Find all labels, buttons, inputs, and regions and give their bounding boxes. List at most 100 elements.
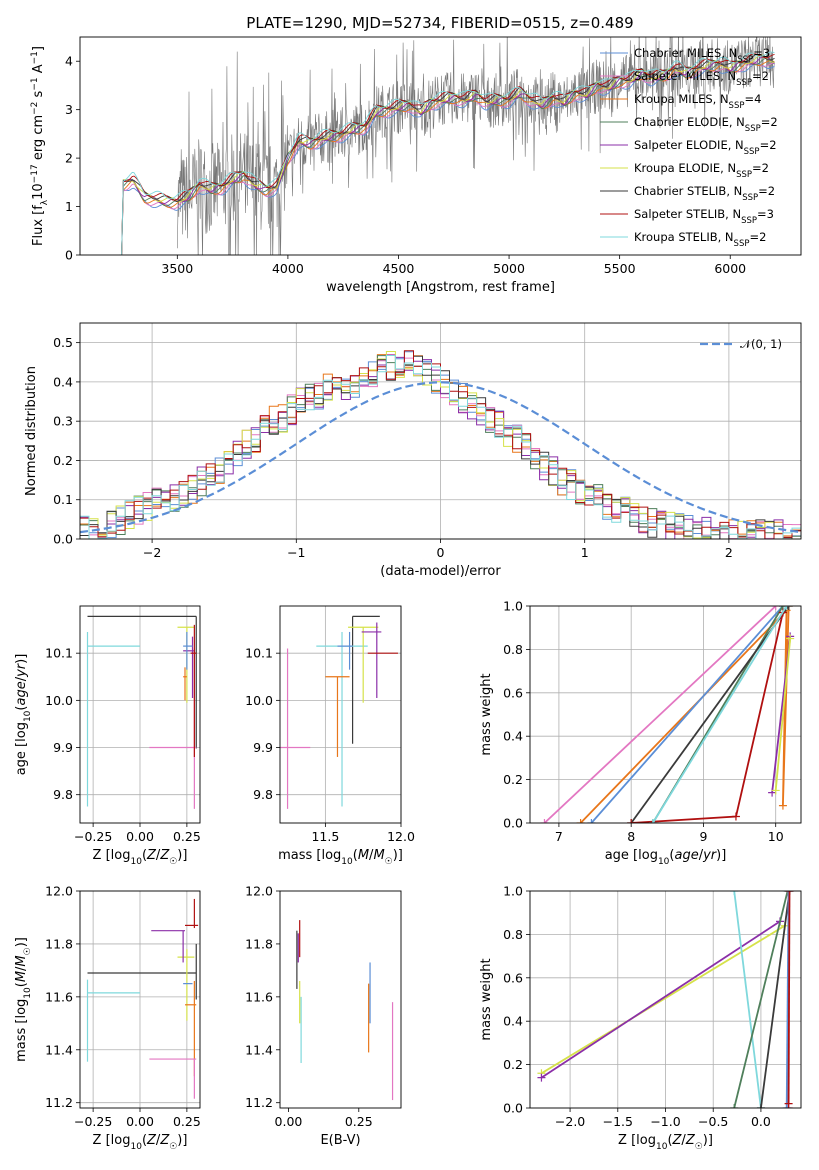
plot-area-age_vs_mass bbox=[280, 615, 398, 809]
x-tick-label: 3500 bbox=[161, 261, 193, 276]
label-part: −17 bbox=[30, 164, 40, 183]
label-part: mass [log bbox=[14, 999, 29, 1062]
legend-sub: SSP bbox=[729, 101, 745, 111]
label-part: / bbox=[681, 1133, 686, 1148]
legend-entry: Kroupa ELODIE, NSSP=2 bbox=[634, 161, 769, 180]
cumulative-marker bbox=[731, 812, 740, 821]
plot-area-spectrum bbox=[119, 37, 775, 255]
cumulative-line-kroupa-stelib bbox=[733, 891, 762, 1108]
y-tick-label: 11.6 bbox=[45, 989, 73, 1004]
legend-suffix: =2 bbox=[761, 115, 778, 129]
x-tick-label: 9 bbox=[699, 829, 707, 844]
x-tick-label: 6000 bbox=[714, 261, 746, 276]
legend-text: Kroupa STELIB, N bbox=[634, 230, 734, 244]
legend-text: Kroupa ELODIE, N bbox=[634, 161, 736, 175]
legend-text: Chabrier MILES, N bbox=[634, 46, 737, 60]
label-part: ( bbox=[142, 1133, 147, 1148]
y-tick-label: 12.0 bbox=[45, 884, 73, 899]
y-tick-label: 10.0 bbox=[245, 693, 273, 708]
plot-area-weight_vs_Z bbox=[537, 891, 794, 1108]
x-tick-label: −1.5 bbox=[603, 1114, 633, 1129]
x-tick-label: 10 bbox=[768, 829, 784, 844]
label-part: )] bbox=[393, 848, 403, 863]
label-part: ☉ bbox=[695, 1142, 703, 1152]
x-tick-label: 2 bbox=[725, 545, 733, 560]
label-part: age bbox=[674, 848, 698, 863]
x-tick-label: 0.00 bbox=[275, 1114, 303, 1129]
label-part: ( bbox=[669, 848, 674, 863]
x-axis-label: age [log10(age/yr)] bbox=[605, 848, 727, 867]
y-tick-label: 0.4 bbox=[503, 729, 523, 744]
histogram-kroupa-stelib bbox=[80, 355, 801, 539]
legend-sub: SSP bbox=[745, 124, 761, 134]
y-tick-label: 0.5 bbox=[53, 335, 73, 350]
label-part: ( bbox=[14, 706, 29, 711]
y-tick-label: 0 bbox=[65, 248, 73, 263]
panel-residuals: −2 −1 0 1 2 0.0 0.1 0.2 0.3 0.4 0.5 (data-model)/er… bbox=[24, 322, 802, 579]
y-tick-label: 11.6 bbox=[245, 989, 273, 1004]
y-tick-label: 4 bbox=[65, 54, 73, 69]
figure-title: PLATE=1290, MJD=52734, FIBERID=0515, z=0… bbox=[246, 14, 633, 32]
x-tick-label: 0.00 bbox=[126, 1114, 154, 1129]
x-tick-label: 1 bbox=[581, 545, 589, 560]
y-tick-label: 3 bbox=[65, 102, 73, 117]
x-tick-label: 0.00 bbox=[126, 829, 154, 844]
legend-sub: SSP bbox=[742, 193, 758, 203]
model-fit-chabrier-stelib bbox=[119, 53, 775, 255]
label-part: )] bbox=[716, 848, 726, 863]
y-tick-label: 0.4 bbox=[503, 1014, 523, 1029]
x-tick-label: 0 bbox=[437, 545, 445, 560]
legend-entry: Chabrier ELODIE, NSSP=2 bbox=[634, 115, 778, 134]
legend-sub: SSP bbox=[744, 147, 760, 157]
legend-entry: Salpeter MILES, NSSP=2 bbox=[634, 69, 769, 88]
axes-frame bbox=[279, 890, 402, 1109]
x-axis-label: (data-model)/error bbox=[380, 564, 501, 579]
legend-suffix: =2 bbox=[749, 230, 766, 244]
legend-entry: Kroupa STELIB, NSSP=2 bbox=[634, 230, 766, 249]
x-tick-label: −1.0 bbox=[650, 1114, 680, 1129]
legend-text: Salpeter ELODIE, N bbox=[634, 138, 744, 152]
y-tick-label: 9.9 bbox=[53, 740, 73, 755]
model-fit-kroupa-stelib bbox=[119, 51, 775, 255]
label-part: )] bbox=[14, 654, 29, 664]
x-tick-label: −2.0 bbox=[555, 1114, 585, 1129]
label-part: M bbox=[358, 848, 369, 863]
y-tick-label: 11.8 bbox=[245, 936, 273, 951]
label-part: Z bbox=[685, 1133, 696, 1148]
cumulative-marker bbox=[730, 891, 739, 895]
legend-entry: Kroupa MILES, NSSP=4 bbox=[634, 92, 761, 111]
y-tick-label: 0.1 bbox=[53, 492, 73, 507]
axes-frame bbox=[279, 605, 402, 824]
label-part: Z [log bbox=[93, 848, 131, 863]
legend-entry: Chabrier STELIB, NSSP=2 bbox=[634, 184, 775, 203]
y-tick-label: 0.0 bbox=[503, 1101, 523, 1116]
model-fit-chabrier-elodie bbox=[119, 57, 775, 255]
label-part: )] bbox=[177, 848, 187, 863]
label-part: −2 bbox=[30, 102, 40, 115]
legend-sub: SSP bbox=[741, 216, 757, 226]
panel-spectrum: 3500 4000 4500 5000 5500 6000 0 1 2 3 4 wavelength … bbox=[30, 36, 802, 295]
label-part: )] bbox=[177, 1133, 187, 1148]
label-part: )] bbox=[703, 1133, 713, 1148]
y-tick-label: 9.9 bbox=[253, 740, 273, 755]
legend-suffix: =2 bbox=[760, 138, 777, 152]
cumulative-marker bbox=[785, 891, 794, 895]
label-part: λ bbox=[40, 199, 50, 205]
x-tick-label: −0.25 bbox=[74, 1114, 112, 1129]
x-tick-label: 0.25 bbox=[345, 1114, 373, 1129]
label-part: Z bbox=[672, 1133, 683, 1148]
x-axis-label: Z [log10(Z/Z☉)] bbox=[93, 848, 188, 867]
y-tick-label: 0.8 bbox=[503, 642, 523, 657]
label-part: / bbox=[14, 966, 29, 971]
x-tick-label: 5000 bbox=[493, 261, 525, 276]
y-tick-label: 0.2 bbox=[503, 1057, 523, 1072]
label-part: −1 bbox=[30, 77, 40, 90]
y-tick-label: 10.0 bbox=[45, 693, 73, 708]
legend-entry: 𝒩(0, 1) bbox=[740, 337, 782, 351]
x-axis-label: Z [log10(Z/Z☉)] bbox=[93, 1133, 188, 1152]
y-tick-label: 0.2 bbox=[53, 453, 73, 468]
legend-sub: SSP bbox=[736, 170, 752, 180]
label-part: mass [log bbox=[278, 848, 341, 863]
